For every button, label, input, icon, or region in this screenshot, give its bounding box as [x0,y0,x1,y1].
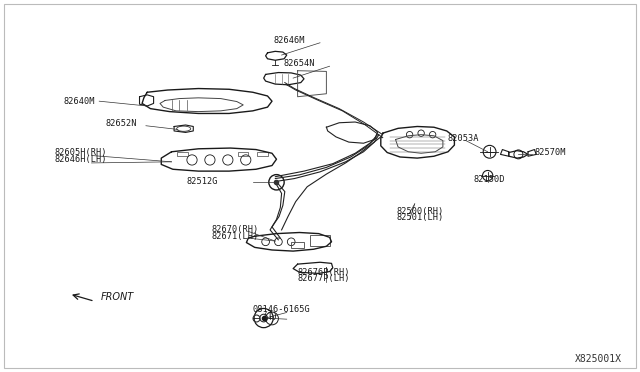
Text: 82670(RH): 82670(RH) [211,225,259,234]
Bar [257,152,268,156]
Text: 08146-6165G: 08146-6165G [253,305,310,314]
Bar [238,152,248,156]
Text: FRONT: FRONT [101,292,134,302]
Text: 82150D: 82150D [474,175,505,184]
Bar [177,152,188,156]
Text: 82500(RH): 82500(RH) [397,207,444,216]
Text: 82570M: 82570M [534,148,566,157]
Text: 82646M: 82646M [273,36,305,45]
Text: (1): (1) [262,312,278,321]
Text: 82652N: 82652N [106,119,137,128]
Text: 82512G: 82512G [186,177,218,186]
Text: 82671(LH): 82671(LH) [211,232,259,241]
Text: 82646H(LH): 82646H(LH) [54,155,107,164]
Text: 82501(LH): 82501(LH) [397,214,444,222]
Text: 82677P(LH): 82677P(LH) [298,275,350,283]
Bar [291,242,304,248]
Text: 82053A: 82053A [448,134,479,143]
Text: 82654N: 82654N [284,60,316,68]
Text: R: R [270,316,274,321]
Bar [310,235,330,246]
Text: X825001X: X825001X [575,354,622,364]
Text: 82605H(RH): 82605H(RH) [54,148,107,157]
Text: 82640M: 82640M [64,97,95,106]
Text: 82676P(RH): 82676P(RH) [298,268,350,277]
